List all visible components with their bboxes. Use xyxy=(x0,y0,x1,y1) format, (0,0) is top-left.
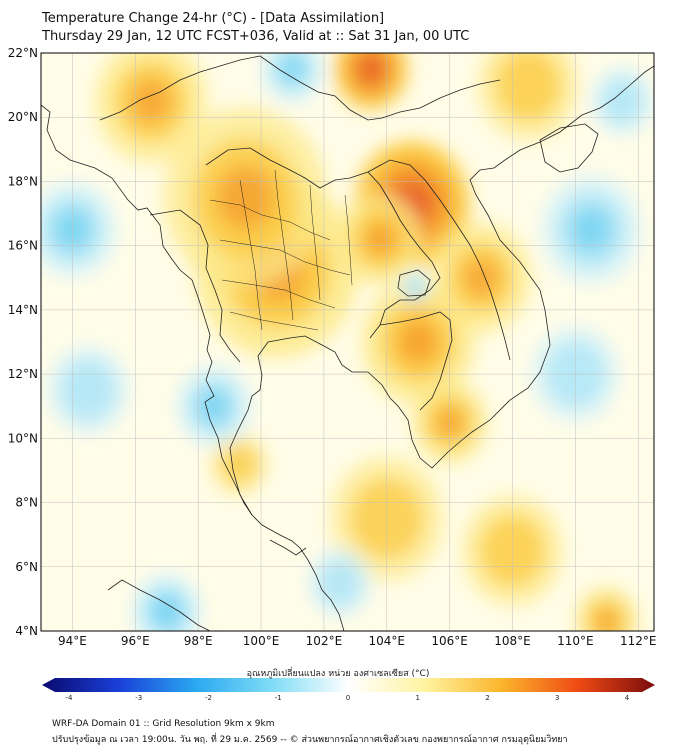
warm-anomaly-4-layer-2 xyxy=(366,223,395,255)
lat-label: 18°N xyxy=(8,174,38,188)
province-lines-a xyxy=(209,199,351,331)
lon-label: 94°E xyxy=(58,634,87,648)
cool-anomaly-22-layer-1 xyxy=(59,358,117,422)
cool-anomaly-18-layer-2 xyxy=(571,207,612,252)
lon-label: 96°E xyxy=(121,634,150,648)
cool-anomaly-23-layer-1 xyxy=(600,76,645,126)
temperature-field xyxy=(41,53,654,631)
warm-anomaly-5-layer-2 xyxy=(398,320,439,364)
warm-anomaly-12-layer-2 xyxy=(595,609,618,631)
lon-label: 98°E xyxy=(184,634,213,648)
lat-label: 12°N xyxy=(8,367,38,381)
cool-anomaly-20-layer-2 xyxy=(409,281,421,294)
laos-vietnam-border xyxy=(367,159,511,361)
sumatra-coast xyxy=(107,579,211,631)
colorbar-tick-label: 1 xyxy=(416,694,420,702)
malaysia-border xyxy=(269,539,307,556)
colorbar-tick-label: -1 xyxy=(275,694,282,702)
hot-anomaly-3-layer-2 xyxy=(356,53,386,85)
hainan-island xyxy=(539,123,599,173)
colorbar-tick-label: -2 xyxy=(205,694,212,702)
thailand-border-west xyxy=(149,209,241,363)
thailand-border-north xyxy=(205,147,441,339)
footer-credit: ปรับปรุงข้อมูล ณ เวลา 19:00น. วัน พฤ. ที… xyxy=(52,735,568,745)
lat-label: 4°N xyxy=(15,624,38,638)
cool-anomaly-16-layer-2 xyxy=(198,389,229,423)
lon-label: 108°E xyxy=(494,634,531,648)
warm-anomaly-13-layer-1 xyxy=(220,443,258,485)
map-frame xyxy=(40,52,655,632)
cambodia-border xyxy=(379,311,453,411)
cool-anomaly-21-layer-1 xyxy=(317,558,362,608)
gulf-of-thailand-coast xyxy=(229,65,654,516)
china-border xyxy=(259,55,501,121)
warm-anomaly-9-layer-1 xyxy=(495,53,561,122)
colorbar-tick-label: -3 xyxy=(135,694,142,702)
lat-label: 10°N xyxy=(8,431,38,445)
myanmar-border xyxy=(99,55,261,121)
lon-label: 102°E xyxy=(306,634,343,648)
lon-label: 110°E xyxy=(557,634,594,648)
warm-anomaly-8-layer-2 xyxy=(131,79,171,123)
lat-label: 20°N xyxy=(8,110,38,124)
province-lines-b xyxy=(239,169,353,331)
lat-label: 16°N xyxy=(8,239,38,253)
graticule xyxy=(41,53,654,631)
lon-label: 100°E xyxy=(243,634,280,648)
lat-label: 22°N xyxy=(8,46,38,60)
cool-anomaly-14-layer-2 xyxy=(152,596,181,627)
chart-title: Temperature Change 24-hr (°C) - [Data As… xyxy=(42,11,385,26)
colorbar-tick-label: 4 xyxy=(625,694,630,702)
colorbar-tick-label: 0 xyxy=(346,694,350,702)
colorbar: -4 -3 -2 -1 0 1 2 3 4 xyxy=(42,678,655,702)
warm-anomaly-7-layer-2 xyxy=(463,258,499,298)
chart-subtitle: Thursday 29 Jan, 12 UTC FCST+036, Valid … xyxy=(42,29,470,44)
colorbar-tick-label: 3 xyxy=(555,694,559,702)
colorbar-ramp xyxy=(42,678,655,692)
colorbar-ticks: -4 -3 -2 -1 0 1 2 3 4 xyxy=(66,694,630,702)
colorbar-tick-label: 2 xyxy=(485,694,489,702)
coastlines-and-borders xyxy=(41,55,654,631)
longitude-labels: 94°E 96°E 98°E 100°E 102°E 104°E 106°E 108°E 110… xyxy=(58,634,657,648)
lon-label: 106°E xyxy=(431,634,468,648)
cool-anomaly-17-layer-2 xyxy=(279,55,306,83)
mainland-coastline xyxy=(41,104,345,631)
lat-label: 6°N xyxy=(15,560,38,574)
lon-label: 104°E xyxy=(369,634,406,648)
latitude-labels: 22°N 20°N 18°N 16°N 14°N 12°N 10°N 8°N 6°N 4°N xyxy=(8,46,38,638)
lat-label: 14°N xyxy=(8,303,38,317)
lat-label: 8°N xyxy=(15,496,38,510)
colorbar-tick-label: -4 xyxy=(66,694,74,702)
lon-label: 112°E xyxy=(620,634,657,648)
warm-anomaly-1-layer-2 xyxy=(216,166,274,229)
footer-model-info: WRF-DA Domain 01 :: Grid Resolution 9km … xyxy=(52,719,275,729)
colorbar-label: อุณหภูมิเปลี่ยนแปลง หน่วย องศาเซลเซียส (… xyxy=(246,669,430,679)
lake-tonle-sap xyxy=(397,269,431,297)
